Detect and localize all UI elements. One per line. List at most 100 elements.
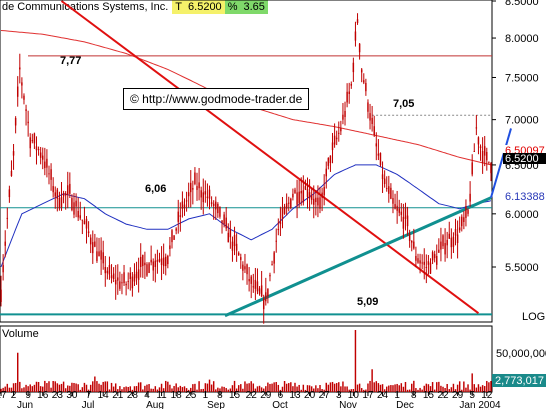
candle-body [181,201,184,209]
candle-body [429,262,432,274]
candle-body [388,186,390,194]
candle-body [296,192,298,205]
candle-body [436,255,438,265]
candle-body [183,204,186,209]
candle-body [331,142,334,151]
candle-body [89,237,92,245]
candle-body [169,245,171,250]
candle-body [133,274,136,282]
x-tick-label: 27 [319,390,331,401]
candle-body [406,215,409,227]
candle-body [19,67,21,70]
volume-panel-frame [0,325,493,393]
candle-body [271,264,273,266]
candle-body [204,191,207,195]
candle-body [165,256,167,267]
candle-body [273,252,275,264]
candle-body [6,217,9,219]
candle-body [244,266,246,270]
candle-body [154,260,157,267]
candle-body [288,202,290,204]
t-label: T [172,0,186,14]
candle-body [54,192,56,197]
candle-body [167,255,169,265]
candle-body [92,242,94,254]
candle-body [125,283,127,286]
candle-body [438,249,440,253]
candle-body [269,274,271,277]
level-annotation: 5,09 [357,296,378,308]
x-tick-label: 3 [336,390,342,401]
candle-body [313,198,315,205]
x-tick-label: 8 [411,390,417,401]
candle-body [190,182,192,193]
candle-body [250,276,252,284]
candle-body [283,206,286,214]
candle-body [302,190,305,203]
candle-body [398,208,400,213]
candle-body [21,82,23,86]
x-tick-label: 1 [394,390,400,401]
candle-body [81,219,84,221]
x-tick-label: 24 [377,390,389,401]
candle-body [0,289,2,302]
candle-body [210,202,213,204]
candle-body [100,250,102,260]
candle-body [135,271,138,279]
candle-body [212,203,215,206]
candle-body [48,173,50,175]
candle-body [12,151,15,156]
pct-change: 3.65 [240,0,268,14]
candle-body [108,265,111,275]
candle-body [142,254,144,267]
candle-body [265,292,267,302]
level-annotation: 7,05 [393,98,414,110]
x-tick-label: 17 [362,390,374,401]
candle-body [52,186,54,193]
candle-body [306,188,309,197]
candle-body [404,207,407,219]
candle-body [354,31,357,41]
candle-body [242,264,244,271]
candle-body [277,229,280,231]
candle-body [152,261,154,271]
x-tick-label: 10 [348,390,360,401]
x-tick-label: 4 [144,390,150,401]
x-tick-label: 15 [229,390,241,401]
candle-body [217,203,219,214]
candle-body [411,240,413,243]
candle-body [85,218,88,229]
candle-body [488,161,490,163]
candle-body [58,197,61,209]
candle-body [252,286,255,288]
candle-body [96,251,98,261]
candle-body [69,183,71,194]
x-tick-label: 22 [246,390,258,401]
x-tick-label: 9 [25,390,31,401]
candle-body [23,95,25,100]
candle-body [179,215,182,217]
candle-body [25,109,27,112]
candle-body [358,43,361,53]
candle-body [427,261,430,265]
candle-body [260,285,263,297]
x-tick-label: 27 [0,390,7,401]
candle-body [327,157,330,166]
x-tick-label: 12 [481,390,493,401]
candle-body [335,137,338,140]
level-annotation: 7,77 [60,55,81,67]
candle-body [279,221,282,225]
candle-body [160,258,163,265]
candle-body [461,216,463,227]
price-label-box [503,191,546,202]
candle-body [79,215,81,219]
candle-body [246,264,248,275]
x-tick-label: 21 [112,390,124,401]
candle-body [448,233,450,239]
candle-body [75,200,77,207]
candle-body [215,201,217,210]
candle-body [117,277,119,281]
candle-body [185,200,188,202]
month-label: Jul [82,400,95,409]
x-tick-label: 14 [98,390,110,401]
